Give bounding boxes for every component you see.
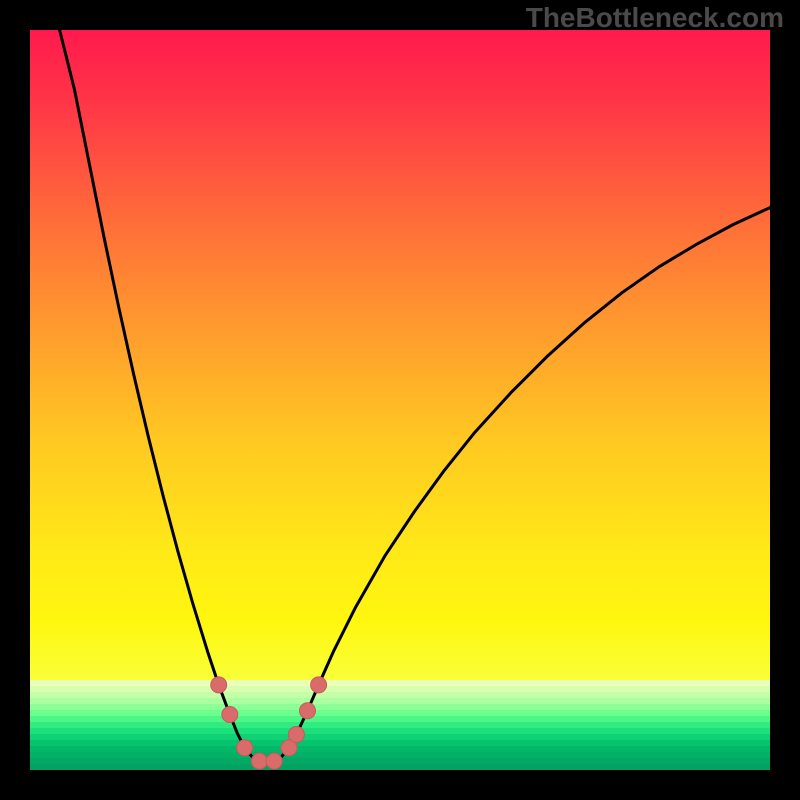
chart-overlay-svg xyxy=(0,0,800,800)
curve-marker xyxy=(251,753,267,769)
curve-marker xyxy=(211,677,227,693)
curve-marker xyxy=(311,677,327,693)
chart-root: TheBottleneck.com xyxy=(0,0,800,800)
curve-marker xyxy=(222,707,238,723)
curve-marker xyxy=(300,703,316,719)
curve-marker xyxy=(266,753,282,769)
curve-marker xyxy=(237,740,253,756)
green-gradient-bands xyxy=(30,680,770,770)
watermark-text: TheBottleneck.com xyxy=(526,2,784,34)
curve-marker xyxy=(288,726,304,742)
bottleneck-curve xyxy=(60,30,770,763)
